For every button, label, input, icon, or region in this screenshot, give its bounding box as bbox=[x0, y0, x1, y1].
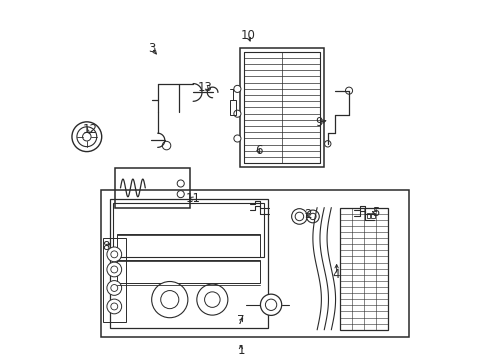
Circle shape bbox=[77, 127, 97, 147]
Text: 8: 8 bbox=[102, 240, 110, 253]
Circle shape bbox=[233, 85, 241, 93]
Circle shape bbox=[162, 141, 170, 150]
Circle shape bbox=[111, 266, 118, 273]
Circle shape bbox=[107, 247, 122, 262]
Circle shape bbox=[233, 110, 241, 117]
Circle shape bbox=[111, 303, 118, 310]
Bar bbox=[102, 238, 125, 321]
Bar bbox=[115, 167, 189, 208]
Circle shape bbox=[151, 282, 187, 318]
Circle shape bbox=[345, 87, 352, 94]
Text: 12: 12 bbox=[82, 123, 98, 136]
Text: 13: 13 bbox=[198, 81, 213, 94]
Circle shape bbox=[177, 180, 184, 187]
Circle shape bbox=[306, 210, 319, 223]
Text: 9: 9 bbox=[314, 116, 322, 129]
Circle shape bbox=[177, 190, 184, 198]
Text: 3: 3 bbox=[148, 42, 155, 55]
Circle shape bbox=[107, 299, 122, 314]
Circle shape bbox=[111, 251, 118, 258]
Bar bbox=[340, 208, 387, 330]
Bar bbox=[110, 199, 267, 328]
Bar bbox=[244, 52, 319, 163]
Circle shape bbox=[309, 213, 315, 220]
Bar bbox=[101, 190, 408, 337]
Text: 11: 11 bbox=[185, 192, 200, 205]
Bar bbox=[117, 260, 260, 283]
Text: 4: 4 bbox=[332, 269, 340, 282]
Circle shape bbox=[72, 122, 102, 152]
Circle shape bbox=[324, 141, 330, 147]
Bar bbox=[370, 213, 374, 218]
Circle shape bbox=[107, 280, 122, 295]
Bar bbox=[117, 234, 260, 257]
Circle shape bbox=[291, 209, 306, 224]
Bar bbox=[113, 203, 264, 257]
Bar bbox=[366, 213, 369, 218]
Text: 10: 10 bbox=[240, 29, 255, 42]
Circle shape bbox=[197, 284, 227, 315]
Circle shape bbox=[260, 294, 281, 315]
Circle shape bbox=[82, 132, 91, 141]
Circle shape bbox=[265, 299, 276, 310]
Circle shape bbox=[161, 291, 179, 309]
Text: 1: 1 bbox=[237, 343, 244, 356]
Circle shape bbox=[204, 292, 220, 307]
Text: 2: 2 bbox=[304, 208, 311, 221]
Bar bbox=[240, 48, 323, 167]
Circle shape bbox=[107, 262, 122, 277]
Text: 6: 6 bbox=[254, 144, 262, 157]
Circle shape bbox=[111, 284, 118, 292]
Bar bbox=[230, 99, 236, 116]
Text: 7: 7 bbox=[237, 315, 244, 328]
Text: 5: 5 bbox=[371, 206, 379, 219]
Circle shape bbox=[233, 135, 241, 142]
Circle shape bbox=[295, 212, 303, 221]
